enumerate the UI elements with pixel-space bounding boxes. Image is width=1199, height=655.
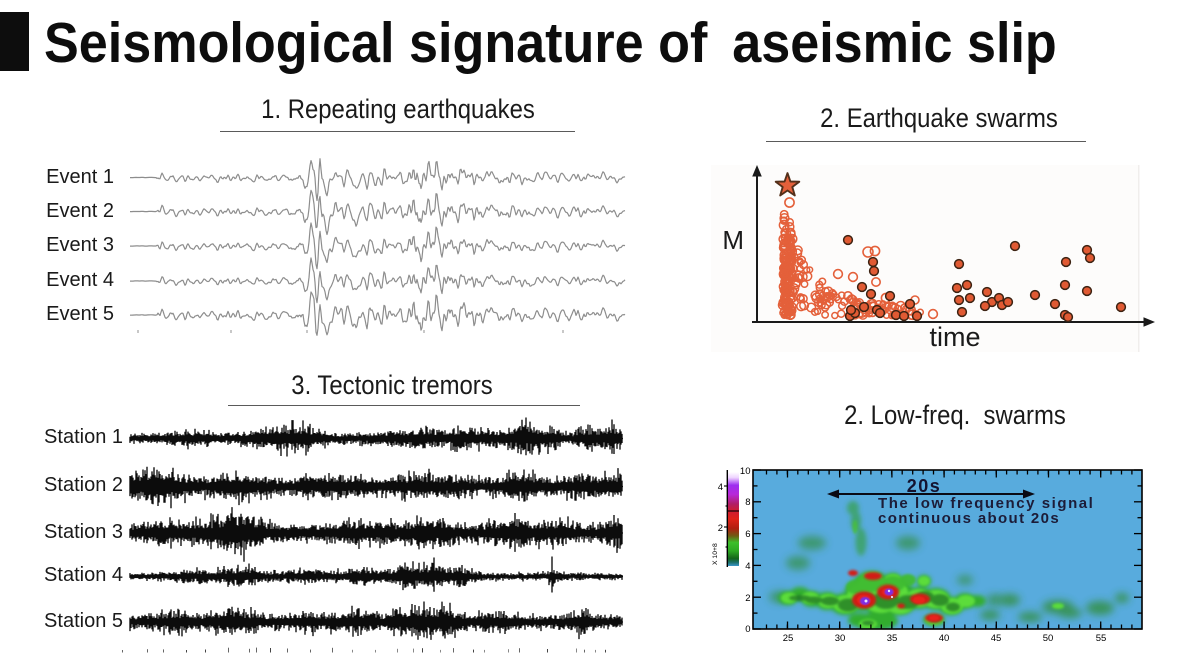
- svg-text:45: 45: [991, 633, 1002, 644]
- svg-text:The low frequency signal: The low frequency signal: [878, 495, 1094, 512]
- svg-text:8: 8: [745, 497, 750, 508]
- svg-text:10: 10: [740, 466, 751, 477]
- svg-text:40: 40: [939, 633, 950, 644]
- svg-text:0: 0: [745, 624, 750, 635]
- svg-text:4: 4: [718, 482, 723, 493]
- svg-text:6: 6: [745, 529, 750, 540]
- svg-text:time: time: [929, 322, 980, 352]
- svg-text:20s: 20s: [907, 476, 942, 496]
- svg-text:35: 35: [887, 633, 898, 644]
- svg-text:M: M: [722, 225, 744, 255]
- svg-text:30: 30: [835, 633, 846, 644]
- svg-text:55: 55: [1096, 633, 1107, 644]
- svg-text:X 10+8: X 10+8: [712, 543, 719, 565]
- svg-text:4: 4: [745, 561, 750, 572]
- svg-text:25: 25: [783, 633, 794, 644]
- svg-text:50: 50: [1043, 633, 1054, 644]
- svg-text:2: 2: [718, 523, 723, 534]
- svg-text:2: 2: [745, 593, 750, 604]
- svg-text:continuous about 20s: continuous about 20s: [878, 510, 1060, 527]
